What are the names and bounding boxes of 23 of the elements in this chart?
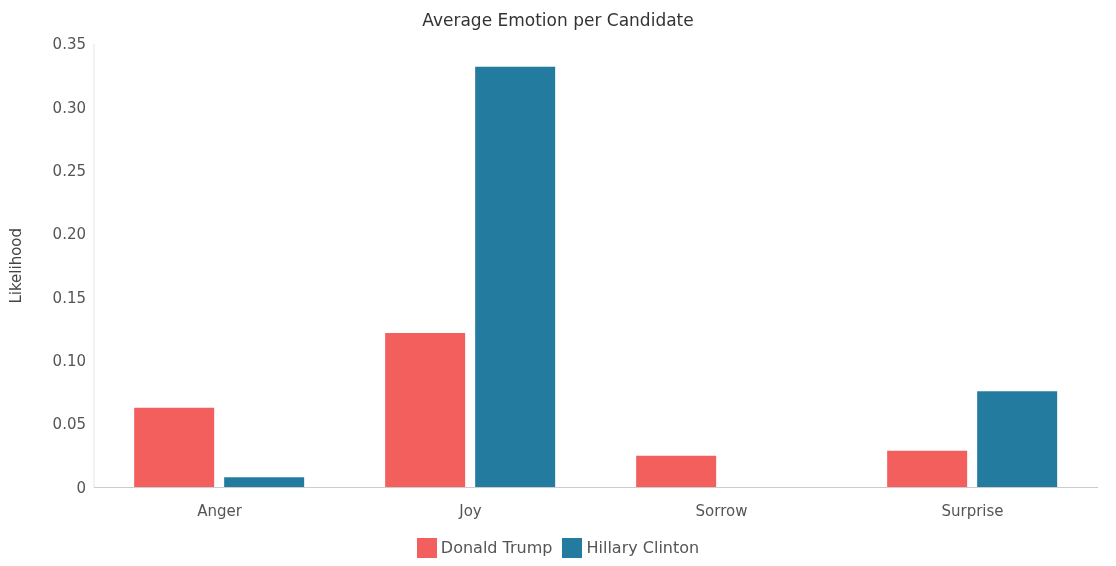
- bar: [636, 455, 717, 488]
- y-tick-label: 0.05: [52, 415, 86, 434]
- bar: [134, 407, 215, 488]
- y-tick-label: 0: [76, 478, 86, 497]
- bar: [385, 332, 466, 488]
- x-tick-label: Sorrow: [695, 502, 748, 521]
- y-tick-label: 0.35: [52, 35, 86, 54]
- x-tick-label: Joy: [458, 502, 482, 521]
- y-tick-label: 0.25: [52, 162, 86, 181]
- y-tick-label: 0.30: [52, 98, 86, 117]
- y-axis-title: Likelihood: [7, 227, 26, 304]
- x-tick-label: Anger: [197, 502, 243, 521]
- bar: [977, 391, 1058, 488]
- y-tick-label: 0.10: [52, 352, 86, 371]
- chart-title: Average Emotion per Candidate: [421, 9, 695, 32]
- legend-label: Donald Trump: [440, 537, 553, 557]
- bar: [475, 66, 556, 488]
- bar: [887, 450, 968, 488]
- y-tick-label: 0.15: [52, 288, 86, 307]
- y-tick-label: 0.20: [52, 225, 86, 244]
- legend-label: Hillary Clinton: [586, 537, 700, 557]
- bar: [224, 477, 305, 488]
- x-tick-label: Surprise: [941, 502, 1004, 521]
